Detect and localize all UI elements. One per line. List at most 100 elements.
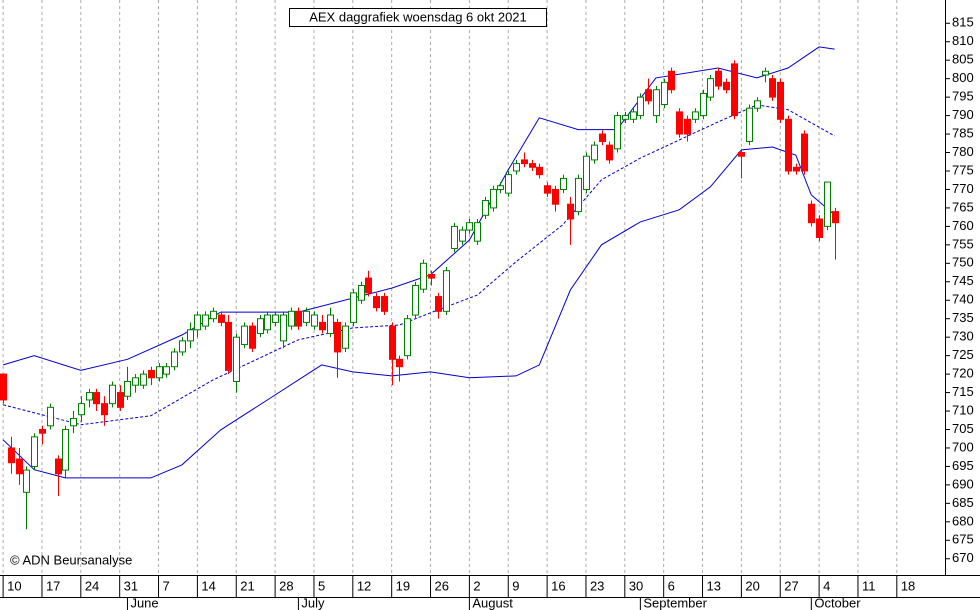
- y-tick-label: 695: [952, 458, 974, 473]
- candle-body: [350, 292, 357, 323]
- candle-body: [684, 118, 691, 135]
- candle-body: [490, 188, 497, 209]
- candle-body: [614, 115, 621, 150]
- candle-body: [342, 325, 349, 349]
- x-tick-label: 21: [240, 578, 254, 593]
- title-box: [289, 8, 547, 27]
- chart-title: AEX daggrafiek woensdag 6 okt 2021: [309, 9, 527, 24]
- candle-body: [560, 177, 567, 190]
- x-tick-label: 11: [862, 578, 876, 593]
- candle-body: [412, 284, 419, 316]
- candle-body: [808, 203, 815, 224]
- candle-body: [552, 188, 559, 205]
- x-tick-label: 5: [318, 578, 325, 593]
- y-tick-label: 670: [952, 550, 974, 565]
- month-label: July: [301, 595, 325, 610]
- candle-body: [497, 185, 504, 190]
- x-tick-label: 12: [357, 578, 371, 593]
- y-tick-label: 725: [952, 347, 974, 362]
- y-tick-label: 720: [952, 366, 974, 381]
- candle-body: [327, 314, 334, 334]
- candle-body: [420, 262, 427, 290]
- candle-body: [16, 458, 23, 475]
- candle-body: [451, 225, 458, 250]
- candle-body: [769, 78, 776, 98]
- candle-body: [583, 155, 590, 190]
- candle-body: [754, 100, 761, 109]
- candle-body: [816, 218, 823, 238]
- candle-body: [653, 89, 660, 117]
- candle-body: [233, 336, 240, 382]
- candle-body: [264, 314, 271, 331]
- candle-body: [389, 325, 396, 360]
- x-tick-label: 27: [784, 578, 798, 593]
- x-tick-label: 23: [590, 578, 604, 593]
- x-tick-label: 4: [823, 578, 830, 593]
- candle-body: [396, 358, 403, 368]
- candle-body: [288, 310, 295, 327]
- candle-body: [148, 369, 155, 379]
- candle-body: [700, 92, 707, 117]
- y-tick-label: 690: [952, 476, 974, 491]
- x-tick-label: 10: [7, 578, 21, 593]
- y-tick-label: 810: [952, 33, 974, 48]
- candle-body: [521, 159, 528, 165]
- candle-body: [179, 340, 186, 353]
- candle-body: [8, 447, 15, 464]
- candle-body: [86, 392, 93, 401]
- candle-body: [762, 70, 769, 76]
- x-tick-label: 17: [46, 578, 60, 593]
- candle-body: [249, 325, 256, 349]
- month-label: June: [130, 595, 158, 610]
- candle-body: [731, 63, 738, 117]
- candle-body: [55, 458, 62, 475]
- candle-body: [482, 200, 489, 216]
- candle-body: [47, 406, 54, 427]
- month-label: September: [643, 595, 707, 610]
- y-tick-label: 740: [952, 292, 974, 307]
- candle-body: [793, 166, 800, 172]
- candle-body: [435, 296, 442, 312]
- candle-body: [218, 314, 225, 323]
- x-tick-label: 14: [201, 578, 215, 593]
- y-tick-label: 705: [952, 421, 974, 436]
- y-tick-label: 715: [952, 384, 974, 399]
- y-tick-label: 680: [952, 513, 974, 528]
- y-tick-label: 805: [952, 52, 974, 67]
- candle-body: [404, 318, 411, 357]
- candle-body: [606, 144, 613, 161]
- candle-body: [70, 417, 77, 427]
- candle-body: [466, 222, 473, 231]
- candle-body: [194, 314, 201, 331]
- candle-body: [738, 152, 745, 157]
- candle-body: [171, 351, 178, 368]
- y-tick-label: 800: [952, 70, 974, 85]
- x-tick-label: 28: [279, 578, 293, 593]
- band-line: [2, 146, 835, 479]
- candle-body: [513, 163, 520, 172]
- candle-body: [544, 185, 551, 194]
- y-tick-label: 765: [952, 199, 974, 214]
- candle-body: [31, 436, 38, 467]
- month-label: August: [472, 595, 513, 610]
- x-tick-label: 6: [668, 578, 675, 593]
- candle-body: [140, 373, 147, 386]
- y-tick-label: 685: [952, 495, 974, 510]
- candle-body: [311, 314, 318, 327]
- y-tick-label: 755: [952, 236, 974, 251]
- x-tick-label: 31: [124, 578, 138, 593]
- y-tick-label: 760: [952, 218, 974, 233]
- x-tick-label: 13: [707, 578, 721, 593]
- y-tick-label: 735: [952, 310, 974, 325]
- candle-body: [78, 403, 85, 416]
- y-tick-label: 710: [952, 402, 974, 417]
- candle-body: [272, 314, 279, 323]
- x-tick-label: 16: [551, 578, 565, 593]
- candle-body: [93, 392, 100, 405]
- candle-body: [630, 111, 637, 120]
- x-tick-label: 7: [163, 578, 170, 593]
- y-tick-label: 775: [952, 162, 974, 177]
- candle-body: [241, 325, 248, 346]
